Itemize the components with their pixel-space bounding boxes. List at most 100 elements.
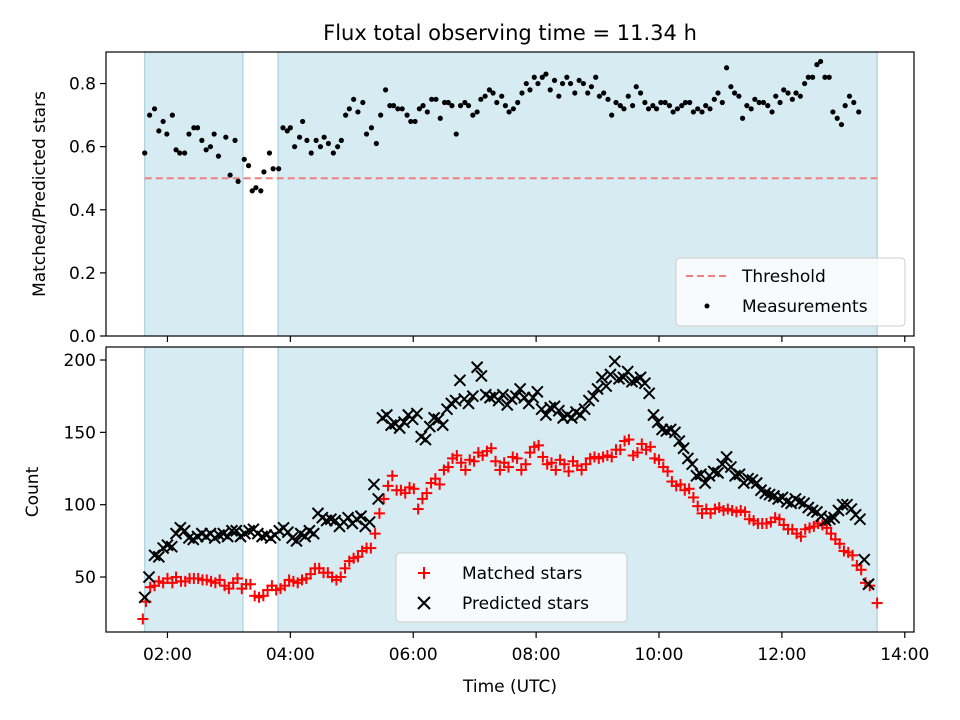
measurements-layer bbox=[142, 58, 862, 194]
matched-star-point bbox=[520, 458, 532, 470]
measurement-point bbox=[449, 103, 455, 109]
measurement-point bbox=[151, 106, 158, 112]
predicted-star-point bbox=[720, 450, 733, 464]
matched-star-point bbox=[545, 457, 557, 469]
matched-star-point bbox=[485, 442, 497, 454]
measurement-point bbox=[531, 74, 537, 80]
measurement-point bbox=[834, 115, 840, 121]
measurement-point bbox=[588, 84, 595, 90]
top-axes-frame bbox=[105, 51, 915, 337]
predicted-star-point bbox=[741, 472, 755, 485]
matched-star-point bbox=[223, 583, 235, 595]
matched-star-point bbox=[614, 444, 626, 456]
measurement-point bbox=[580, 80, 587, 87]
measurement-point bbox=[666, 103, 673, 109]
matched-star-point bbox=[576, 464, 588, 476]
predicted-star-point bbox=[638, 376, 652, 390]
legend-measurements-swatch bbox=[704, 303, 710, 309]
measurement-point bbox=[441, 99, 448, 106]
measurement-point bbox=[515, 99, 521, 106]
measurement-point bbox=[330, 150, 336, 156]
legend-matched-swatch bbox=[418, 567, 430, 579]
measurement-point bbox=[773, 93, 779, 99]
measurement-point bbox=[261, 169, 267, 175]
shaded-interval bbox=[144, 52, 244, 336]
x-tick-label: 14:00 bbox=[880, 645, 929, 665]
bottom-panel: 50 100 150 200 02:00 04:00 06:00 08:00 10:00 12:… bbox=[23, 346, 929, 697]
measurement-point bbox=[317, 144, 324, 150]
matched-star-point bbox=[821, 522, 833, 534]
matched-star-point bbox=[795, 531, 807, 543]
measurement-point bbox=[182, 150, 188, 156]
predicted-star-point bbox=[221, 530, 234, 543]
matched-star-point bbox=[683, 483, 695, 495]
matched-star-point bbox=[533, 439, 545, 451]
measurement-point bbox=[601, 90, 607, 96]
predicted-star-point bbox=[298, 530, 312, 543]
legend-predicted-label: Predicted stars bbox=[462, 594, 589, 614]
measurement-point bbox=[670, 109, 676, 115]
matched-star-point bbox=[305, 568, 317, 580]
predicted-star-point bbox=[647, 408, 660, 422]
matched-star-point bbox=[687, 491, 699, 503]
measurement-point bbox=[613, 99, 619, 106]
measurement-point bbox=[186, 131, 192, 137]
x-tick-label: 10:00 bbox=[635, 645, 684, 665]
matched-star-point bbox=[352, 551, 364, 563]
top-panel: 0.0 0.2 0.4 0.6 0.8 Flux total observing tim… bbox=[30, 21, 915, 347]
matched-star-point bbox=[631, 447, 643, 459]
measurement-point bbox=[457, 103, 464, 109]
x-tick-label: 12:00 bbox=[757, 645, 806, 665]
predicted-star-point bbox=[496, 388, 510, 401]
matched-star-point bbox=[408, 483, 420, 495]
measurement-point bbox=[313, 137, 319, 143]
measurement-point bbox=[674, 106, 681, 112]
predicted-star-point bbox=[716, 457, 729, 471]
measurement-point bbox=[241, 156, 247, 162]
matched-star-point bbox=[468, 455, 480, 467]
predicted-star-point bbox=[367, 478, 381, 491]
measurement-point bbox=[642, 99, 648, 106]
measurement-point bbox=[510, 106, 516, 112]
predicted-star-point bbox=[565, 411, 578, 425]
measurement-point bbox=[752, 96, 758, 102]
matched-star-point bbox=[434, 478, 446, 490]
predicted-star-point bbox=[780, 495, 794, 509]
measurement-point bbox=[842, 103, 848, 109]
measurement-point bbox=[609, 112, 615, 118]
measurement-point bbox=[814, 62, 820, 68]
matched-star-point bbox=[382, 480, 394, 492]
measurement-point bbox=[707, 106, 713, 112]
matched-star-point bbox=[442, 461, 454, 473]
bottom-y-axis: 50 100 150 200 bbox=[64, 351, 106, 588]
measurement-point bbox=[838, 121, 845, 128]
measurement-point bbox=[191, 125, 197, 131]
measurement-point bbox=[142, 150, 148, 156]
measurement-point bbox=[160, 118, 166, 125]
measurement-point bbox=[395, 106, 401, 112]
predicted-star-point bbox=[436, 418, 449, 432]
matched-star-point bbox=[563, 465, 575, 477]
top-legend: Threshold Measurements bbox=[675, 257, 906, 327]
matched-star-point bbox=[871, 597, 883, 609]
measurement-point bbox=[207, 144, 214, 150]
measurement-point bbox=[637, 90, 644, 96]
measurement-point bbox=[810, 74, 816, 80]
predicted-star-point bbox=[806, 504, 819, 517]
matched-star-point bbox=[511, 452, 523, 464]
measurement-point bbox=[300, 118, 306, 125]
measurement-point bbox=[199, 137, 205, 143]
y-tick-label: 150 bbox=[64, 423, 96, 443]
matched-star-point bbox=[451, 450, 463, 462]
measurement-point bbox=[363, 131, 370, 137]
y-tick-label: 0.0 bbox=[69, 327, 96, 347]
measurement-point bbox=[338, 137, 344, 143]
measurement-point bbox=[482, 93, 488, 99]
measurement-point bbox=[321, 134, 327, 140]
measurement-point bbox=[368, 125, 375, 131]
measurement-point bbox=[399, 106, 405, 112]
measurement-point bbox=[343, 112, 349, 118]
predicted-star-point bbox=[793, 495, 806, 509]
bottom-axes-frame bbox=[105, 346, 915, 633]
measurement-point bbox=[211, 131, 217, 137]
